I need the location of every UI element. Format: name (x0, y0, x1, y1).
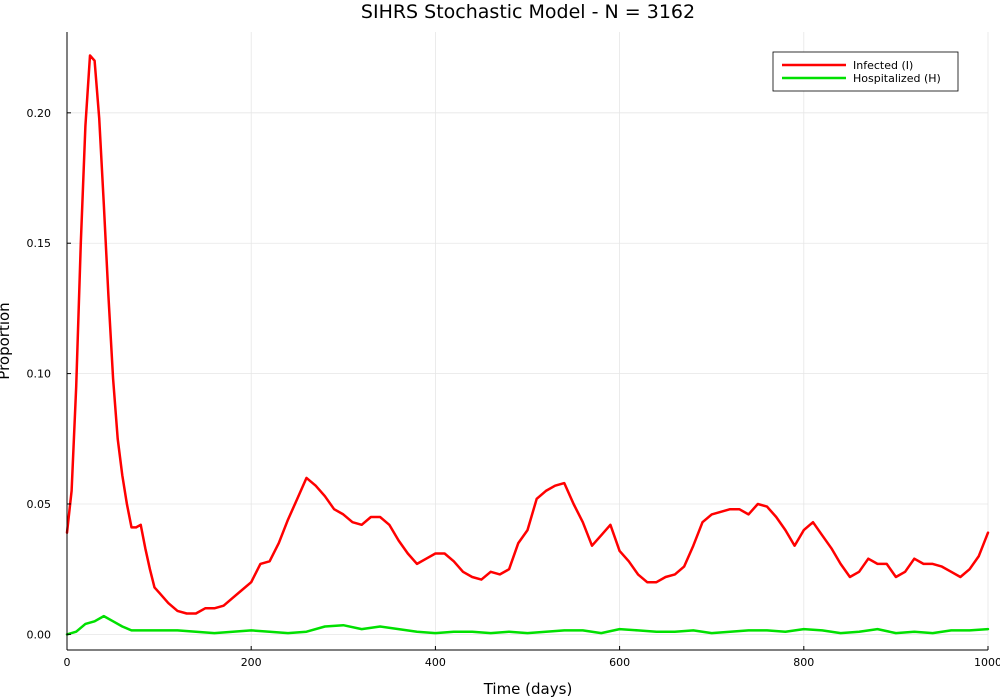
grid-lines (66, 32, 989, 650)
series-layer (65, 54, 990, 636)
x-axis-label: Time (days) (483, 680, 573, 698)
y-tick-label-1: 0.05 (27, 498, 52, 511)
x-tick-label-2: 400 (425, 656, 446, 669)
x-tick-label-4: 800 (793, 656, 814, 669)
chart-title: SIHRS Stochastic Model - N = 3162 (361, 1, 695, 23)
y-axis-label: Proportion (0, 302, 13, 379)
x-tick-label-3: 600 (609, 656, 630, 669)
y-tick-label-4: 0.20 (27, 107, 52, 120)
x-tick-label-5: 1000 (974, 656, 1000, 669)
tick-labels: 0 200 400 600 800 1000 0.00 0.05 0.10 0.15 0.20 (27, 107, 1000, 669)
legend-box (772, 51, 959, 92)
legend: Infected (I) Hospitalized (H) (772, 51, 959, 92)
y-tick-label-0: 0.00 (27, 628, 52, 641)
series-line-hospitalized (65, 614, 990, 636)
series-line-infected (65, 54, 990, 615)
y-tick-label-3: 0.15 (27, 237, 52, 250)
x-tick-label-0: 0 (64, 656, 71, 669)
y-tick-label-2: 0.10 (27, 368, 52, 381)
x-tick-label-1: 200 (241, 656, 262, 669)
legend-label-hospitalized: Hospitalized (H) (853, 72, 941, 85)
axes (66, 32, 989, 651)
legend-label-infected: Infected (I) (853, 59, 913, 72)
